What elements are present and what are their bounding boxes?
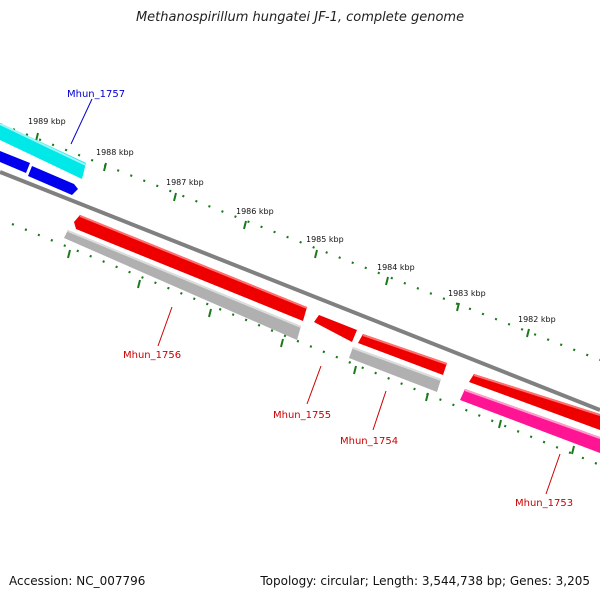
- gene-label-mhun-1754[interactable]: Mhun_1754: [340, 436, 398, 447]
- lower-major-tick: [498, 419, 502, 429]
- lower-major-tick: [208, 308, 212, 318]
- major-tick-1989: [35, 132, 39, 142]
- major-tick-1987: [173, 192, 177, 202]
- feature-forward-gene-left[interactable]: [0, 151, 30, 173]
- scale-label-1984: 1984 kbp: [377, 263, 415, 272]
- upper-tick-dots: [0, 122, 600, 362]
- feature-mhun-1757-rna[interactable]: [0, 123, 86, 179]
- map-title: Methanospirillum hungatei JF-1, complete…: [135, 10, 465, 25]
- callout-line-mhun-1757: [70, 98, 93, 145]
- major-tick-1983: [456, 302, 460, 312]
- feature-highlight: [352, 347, 442, 381]
- gene-label-mhun-1756[interactable]: Mhun_1756: [123, 350, 181, 361]
- major-tick-1982: [526, 328, 530, 338]
- lower-major-tick: [353, 365, 357, 375]
- scale-label-1983: 1983 kbp: [448, 289, 486, 298]
- callout-line-mhun-1754: [372, 390, 387, 431]
- major-tick-1984: [385, 276, 389, 286]
- feature-mhun-1757-gene[interactable]: [28, 166, 78, 195]
- forward-features: [0, 123, 87, 195]
- lower-major-tick: [571, 445, 575, 455]
- major-tick-1986: [243, 220, 247, 230]
- scale-label-1987: 1987 kbp: [166, 178, 204, 187]
- feature-highlight: [0, 123, 87, 166]
- accession-footer: Accession: NC_007796: [9, 574, 146, 588]
- feature-highlight: [67, 230, 302, 328]
- callout-line-mhun-1755: [306, 365, 322, 405]
- scale-label-1986: 1986 kbp: [236, 207, 274, 216]
- scale-label-1982: 1982 kbp: [518, 315, 556, 324]
- gene-label-mhun-1755[interactable]: Mhun_1755: [273, 410, 331, 421]
- feature-mhun-1754-pseudo[interactable]: [349, 347, 441, 392]
- feature-mhun-1754-gene[interactable]: [358, 334, 447, 375]
- genome-summary-footer: Topology: circular; Length: 3,544,738 bp…: [260, 574, 590, 588]
- genome-backbone: [0, 170, 600, 412]
- feature-mhun-1756-gene[interactable]: [74, 215, 307, 321]
- upper-tick-track: [0, 122, 600, 362]
- lower-tick-track: [11, 222, 600, 467]
- major-tick-1988: [103, 162, 107, 172]
- feature-highlight: [473, 374, 600, 416]
- lower-major-tick: [67, 249, 71, 259]
- lower-major-tick: [425, 392, 429, 402]
- reverse-features: [64, 215, 600, 453]
- feature-highlight: [464, 389, 600, 439]
- scale-label-1989: 1989 kbp: [28, 117, 66, 126]
- lower-tick-dots: [11, 222, 600, 467]
- gene-label-mhun-1753[interactable]: Mhun_1753: [515, 498, 573, 509]
- feature-highlight: [79, 215, 308, 309]
- feature-mhun-1756-pseudo[interactable]: [64, 230, 301, 340]
- scale-label-1985: 1985 kbp: [306, 235, 344, 244]
- feature-mhun-1755-gene[interactable]: [314, 315, 357, 342]
- feature-highlight: [362, 334, 448, 365]
- scale-label-1988: 1988 kbp: [96, 148, 134, 157]
- lower-major-tick: [137, 279, 141, 289]
- major-tick-1985: [314, 249, 318, 259]
- callout-line-mhun-1756: [157, 306, 173, 347]
- gene-label-mhun-1757[interactable]: Mhun_1757: [67, 89, 125, 100]
- callout-line-mhun-1753: [545, 453, 561, 495]
- feature-mhun-1753-gene[interactable]: [469, 374, 600, 430]
- feature-mhun-1753-magenta[interactable]: [460, 389, 600, 453]
- lower-major-tick: [280, 338, 284, 348]
